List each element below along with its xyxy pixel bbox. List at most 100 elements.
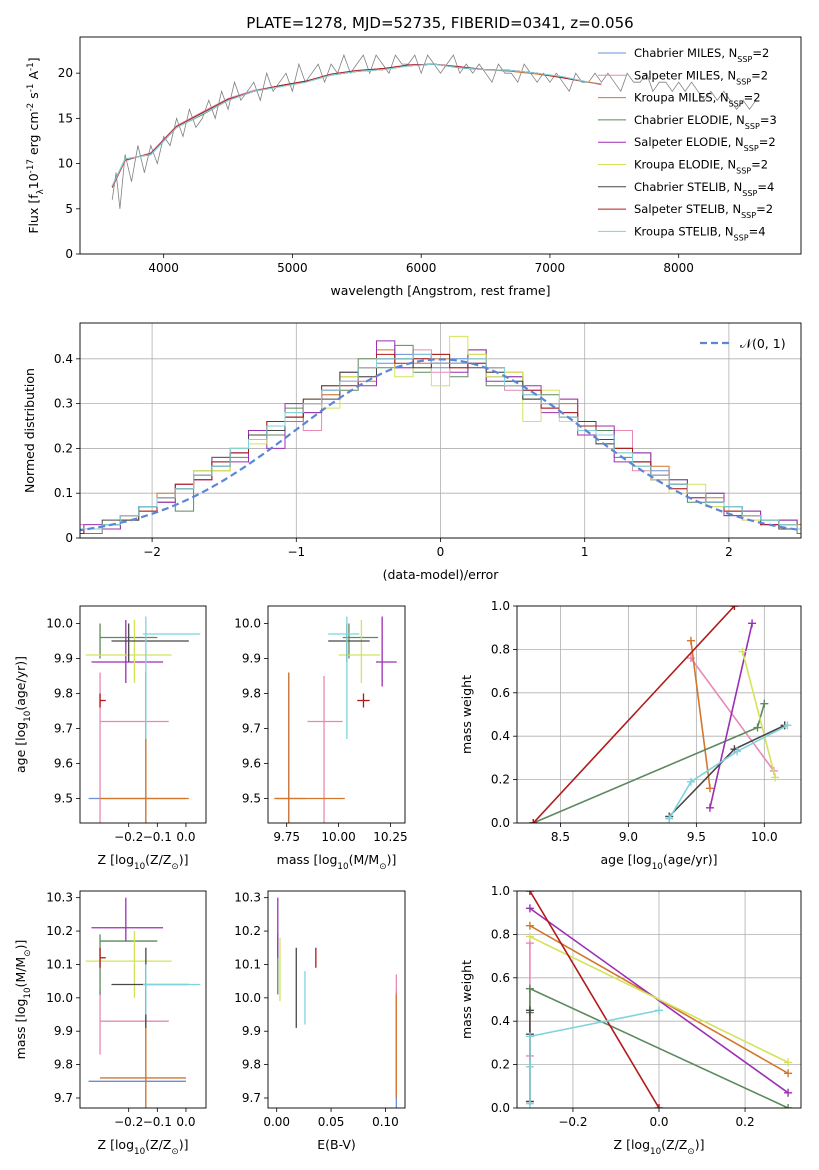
age_vs_weight-marks xyxy=(529,606,792,823)
legend-label: Kroupa ELODIE, NSSP=2 xyxy=(634,158,768,176)
y-tick-label: 0 xyxy=(65,531,73,545)
ebv_vs_mass-axes: 0.00 0.05 0.10 9.7 9.8 9.9 10.0 10.1 10.2 10.3 E(B… xyxy=(234,891,399,1152)
label-part: E(B-V) xyxy=(317,1137,356,1152)
x-tick-label: 2 xyxy=(725,545,733,559)
label-part: A xyxy=(26,71,41,84)
model-spectrum-line xyxy=(111,63,589,188)
gaussian-curve xyxy=(80,358,801,532)
label-part: ⊙ xyxy=(171,1147,178,1157)
x-tick-label: −0.1 xyxy=(143,1115,172,1129)
label-part: Kroupa ELODIE, N xyxy=(634,158,736,172)
y-tick-label: 0.0 xyxy=(491,816,510,830)
plot-frame xyxy=(516,605,802,824)
label-part: mass [log xyxy=(13,999,28,1060)
x-axis-label: (data-model)/error xyxy=(383,567,500,582)
label-part: )] xyxy=(13,940,28,950)
y-axis-label: mass [log10(M/M⊙)] xyxy=(13,940,33,1060)
x-tick-label: 7000 xyxy=(535,261,566,275)
x-tick-label: −0.2 xyxy=(114,830,143,844)
label-part: s xyxy=(26,92,41,103)
label-part: Chabrier ELODIE, N xyxy=(634,113,745,127)
x-tick-label: −0.2 xyxy=(114,1115,143,1129)
z_vs_mass-marks xyxy=(85,897,201,1108)
label-part: ⊙ xyxy=(23,949,33,956)
plot-frame xyxy=(267,890,406,1109)
y-tick-label: 10.1 xyxy=(46,957,73,971)
x-axis-label: Z [log10(Z/Z⊙)] xyxy=(98,852,189,872)
weight-marker xyxy=(655,1104,663,1108)
model-spectrum-line xyxy=(150,63,512,155)
x-tick-label: 0.2 xyxy=(736,1115,755,1129)
label-part: (Z/Z xyxy=(145,852,171,867)
weight-marker xyxy=(784,1104,793,1108)
mass_vs_age-marks xyxy=(274,616,397,823)
y-axis-label: mass weight xyxy=(459,960,474,1039)
y-tick-label: 0.3 xyxy=(54,397,73,411)
y-tick-label: 10.2 xyxy=(234,924,261,938)
weight-marker xyxy=(733,747,742,756)
weight-marker xyxy=(525,932,534,941)
label-part: SSP xyxy=(737,55,752,64)
label-part: Salpeter MILES, N xyxy=(634,68,736,82)
label-part: ] xyxy=(26,57,41,62)
weight-line xyxy=(690,640,711,789)
legend-label: Salpeter STELIB, NSSP=2 xyxy=(634,202,773,220)
weight-marker xyxy=(783,721,792,730)
label-part: =3 xyxy=(760,113,777,127)
x-tick-label: 0.0 xyxy=(176,1115,195,1129)
label-part: Salpeter STELIB, N xyxy=(634,202,741,216)
label-part: Z [log xyxy=(98,1137,134,1152)
x-axis-label: age [log10(age/yr)] xyxy=(600,852,717,872)
y-tick-label: 9.8 xyxy=(54,1058,73,1072)
weight-marker xyxy=(655,1006,663,1015)
label-part: (M/M xyxy=(349,852,380,867)
weight-line xyxy=(529,1009,660,1104)
x-axis-label: mass [log10(M/M⊙)] xyxy=(277,852,397,872)
label-part: 10 xyxy=(652,862,663,872)
x-tick-label: 10.00 xyxy=(321,830,355,844)
age_vs_weight-axes: 8.5 9.0 9.5 10.0 0.0 0.2 0.4 0.6 0.8 1.0 age [log1… xyxy=(459,599,801,872)
label-part: SSP xyxy=(734,233,749,242)
y-tick-label: 0.6 xyxy=(491,686,510,700)
weight-marker xyxy=(525,1006,534,1015)
x-tick-label: 8.5 xyxy=(551,830,570,844)
y-tick-label: 1.0 xyxy=(491,599,510,613)
y-tick-label: 10.3 xyxy=(46,891,73,905)
label-part: =2 xyxy=(744,91,761,105)
z_vs_weight-axes: −0.2 0.0 0.2 0.0 0.2 0.4 0.6 0.8 1.0 Z [log10(Z/Z… xyxy=(459,884,801,1157)
weight-marker xyxy=(525,921,534,930)
label-part: SSP xyxy=(744,144,759,153)
model-spectrum-line xyxy=(111,63,589,187)
plot-frame xyxy=(79,322,802,539)
label-part: ⊙ xyxy=(687,1147,694,1157)
label-part: (data-model)/error xyxy=(383,567,500,582)
label-part: mass weight xyxy=(459,960,474,1039)
label-part: mass [log xyxy=(277,852,338,867)
y-axis-label: Normed distribution xyxy=(22,368,37,493)
legend-label: 𝒩(0, 1) xyxy=(740,336,786,351)
x-tick-label: 0.10 xyxy=(372,1115,399,1129)
label-part: (Z/Z xyxy=(661,1137,687,1152)
z_vs_age-marks xyxy=(85,616,201,823)
y-tick-label: 15 xyxy=(58,111,73,125)
y-tick-label: 10.0 xyxy=(46,617,73,631)
x-tick-label: −1 xyxy=(287,545,305,559)
label-part: SSP xyxy=(745,121,760,130)
weight-line xyxy=(529,907,789,1094)
label-part: λ xyxy=(36,189,46,194)
label-part: -2 xyxy=(26,103,36,112)
y-tick-label: 0.2 xyxy=(491,1058,510,1072)
x-tick-label: 0.05 xyxy=(318,1115,345,1129)
legend-label: Kroupa MILES, NSSP=2 xyxy=(634,91,761,109)
label-part: )] xyxy=(387,852,397,867)
x-axis-label: E(B-V) xyxy=(317,1137,356,1152)
label-part: Z [log xyxy=(98,852,134,867)
label-part: Salpeter ELODIE, N xyxy=(634,135,744,149)
y-tick-label: 20 xyxy=(58,66,73,80)
weight-marker xyxy=(784,1069,793,1078)
label-part: -1 xyxy=(26,62,36,71)
label-part: (M/M xyxy=(13,957,28,988)
weight-marker xyxy=(738,647,747,656)
weight-marker xyxy=(748,619,757,628)
model-spectrum-line xyxy=(150,63,512,155)
